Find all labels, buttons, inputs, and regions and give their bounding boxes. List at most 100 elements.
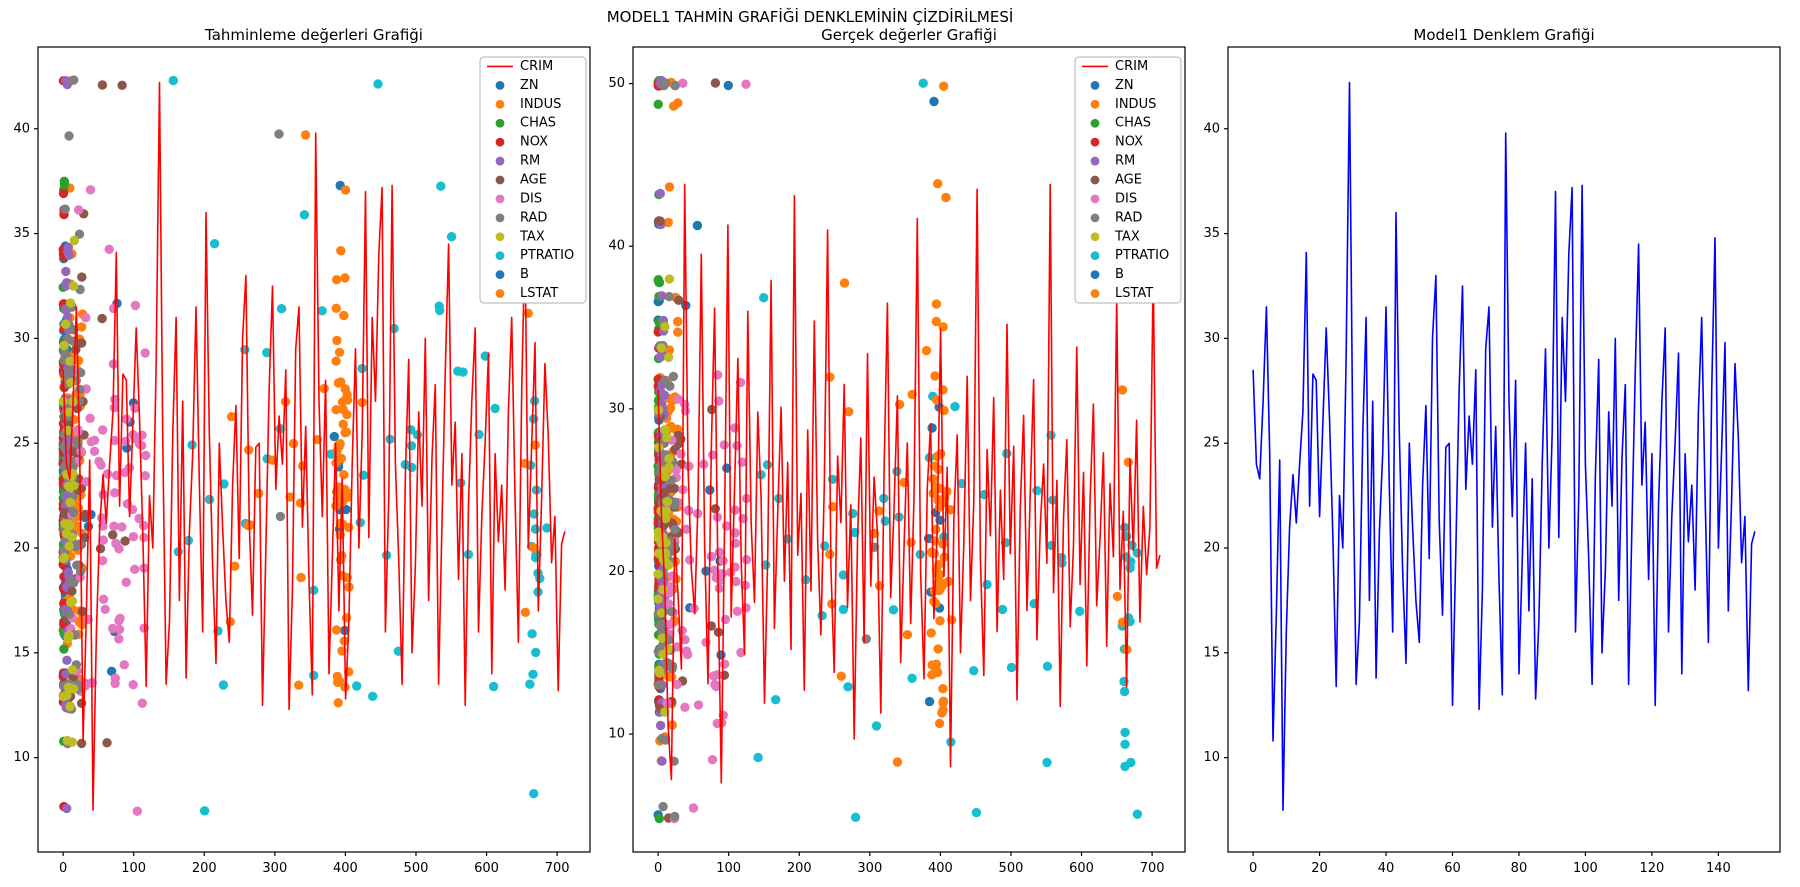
y-tick-label: 15 (13, 645, 30, 660)
legend-label: RAD (1115, 210, 1142, 225)
legend-dot-swatch (495, 194, 505, 204)
data-point (731, 576, 741, 587)
legend-item-CHAS: CHAS (495, 116, 556, 131)
data-point (97, 80, 108, 90)
data-point (678, 78, 688, 88)
legend-label: NOX (520, 135, 548, 150)
legend-item-DIS: DIS (495, 191, 542, 206)
data-point (339, 470, 349, 480)
data-point (844, 407, 854, 417)
legend-label: CHAS (1115, 116, 1151, 131)
data-point (77, 322, 87, 332)
legend-label: DIS (1115, 191, 1137, 206)
data-point (664, 560, 674, 570)
data-point (714, 583, 724, 593)
data-point (930, 371, 940, 381)
data-point (680, 635, 690, 645)
data-point (204, 494, 215, 505)
x-tick-label: 200 (192, 861, 217, 876)
data-point (660, 79, 670, 89)
data-point (334, 676, 345, 686)
data-point (1132, 548, 1143, 558)
data-point (906, 537, 916, 548)
legend-label: INDUS (520, 97, 561, 112)
data-point (674, 295, 684, 305)
data-point (62, 655, 72, 665)
data-point (76, 483, 87, 493)
data-point (108, 530, 118, 540)
data-point (254, 488, 264, 499)
legend-dot-swatch (1090, 175, 1100, 185)
data-point (655, 720, 666, 731)
data-point (950, 401, 960, 412)
subplot-title: Tahminleme değerleri Grafiği (204, 26, 423, 44)
data-point (527, 629, 537, 639)
subplot-2: Gerçek değerler Grafiği 0 100 200 300 400 500 6… (608, 26, 1186, 876)
legend-item-RAD: RAD (495, 210, 547, 225)
legend-dot-swatch (1090, 270, 1100, 280)
data-point (709, 671, 719, 681)
data-point (529, 396, 540, 406)
data-point (708, 450, 718, 460)
legend-dot-swatch (1090, 251, 1100, 261)
legend-item-ZN: ZN (495, 78, 539, 93)
scatter-RAD (58, 75, 286, 749)
x-tick-label: 0 (59, 861, 67, 876)
data-point (848, 508, 858, 519)
legend-dot-swatch (495, 99, 505, 109)
x-tick-label: 0 (1249, 861, 1257, 876)
data-point (710, 504, 720, 514)
legend-label: PTRATIO (1115, 248, 1169, 263)
data-point (685, 555, 695, 565)
x-tick-label: 600 (1069, 861, 1094, 876)
legend-item-NOX: NOX (1090, 135, 1143, 150)
legend-item-B: B (1090, 267, 1124, 282)
data-point (110, 678, 120, 689)
data-point (669, 101, 679, 111)
data-point (658, 801, 668, 812)
data-point (1006, 662, 1017, 673)
legend-item-RM: RM (495, 154, 540, 169)
data-point (926, 628, 936, 638)
data-point (109, 403, 120, 413)
data-point (141, 450, 151, 461)
data-point (309, 670, 319, 681)
data-point (140, 348, 150, 358)
data-point (94, 456, 104, 467)
data-point (665, 381, 675, 391)
legend-label: TAX (1114, 229, 1140, 244)
legend-dot-swatch (1090, 232, 1100, 242)
data-point (657, 756, 667, 766)
data-point (65, 356, 75, 366)
data-point (684, 461, 694, 471)
data-point (713, 370, 723, 380)
data-point (334, 347, 345, 357)
data-point (931, 316, 941, 327)
legend-label: LSTAT (520, 286, 558, 301)
data-point (218, 680, 229, 690)
data-point (128, 680, 138, 690)
data-point (276, 304, 287, 314)
data-point (309, 585, 319, 595)
data-point (1112, 591, 1123, 602)
data-point (1121, 552, 1131, 562)
data-point (67, 683, 77, 694)
legend-dot-swatch (495, 156, 505, 166)
y-tick-label: 10 (608, 727, 625, 742)
legend-label: RM (520, 154, 540, 169)
data-point (73, 205, 84, 215)
data-point (97, 556, 108, 566)
data-point (373, 79, 383, 89)
data-point (275, 511, 286, 522)
data-point (732, 441, 742, 451)
data-point (673, 430, 683, 441)
data-point (60, 319, 71, 329)
data-point (677, 459, 687, 469)
data-point (104, 244, 114, 254)
legend-dot-swatch (495, 175, 505, 185)
data-point (340, 428, 350, 438)
data-point (75, 384, 85, 395)
data-point (339, 310, 349, 321)
y-tick-label: 50 (608, 76, 625, 91)
